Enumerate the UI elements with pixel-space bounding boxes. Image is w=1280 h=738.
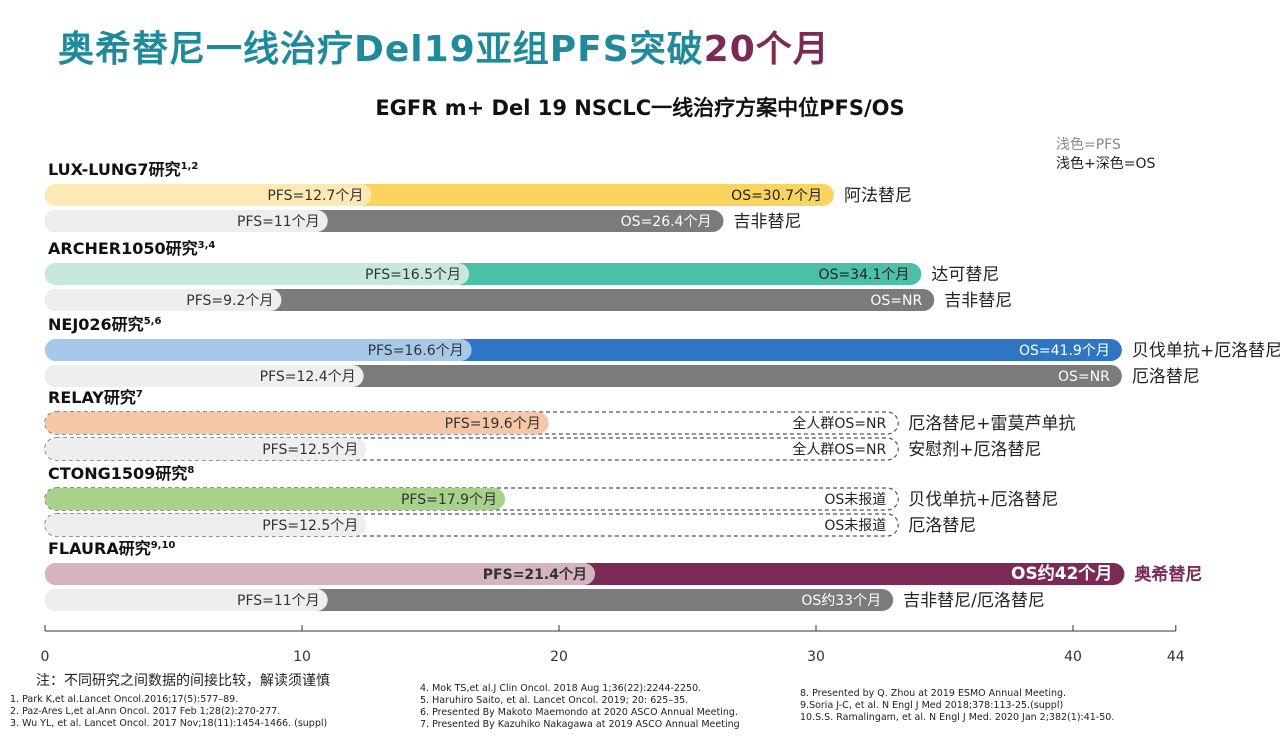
pfs-label: PFS=11个月 — [237, 593, 320, 609]
reference-item: 7. Presented By Kazuhiko Nakagawa at 201… — [420, 719, 740, 730]
x-tick-label: 10 — [293, 649, 311, 665]
reference-item: 3. Wu YL, et al. Lancet Oncol. 2017 Nov;… — [10, 718, 328, 729]
drug-label: 吉非替尼/厄洛替尼 — [903, 591, 1045, 611]
x-tick-label: 0 — [41, 649, 50, 665]
os-bar-outline — [44, 513, 899, 537]
pfs-label: PFS=12.4个月 — [260, 369, 356, 385]
reference-item: 5. Haruhiro Saito, et al. Lancet Oncol. … — [420, 695, 689, 706]
title-main: 奥希替尼一线治疗Del19亚组PFS突破 — [58, 29, 704, 70]
title-accent: 20个月 — [703, 29, 830, 70]
os-label: OS未报道 — [824, 492, 886, 508]
drug-label: 厄洛替尼+雷莫芦单抗 — [908, 414, 1075, 434]
os-label: OS=NR — [870, 293, 922, 309]
drug-label: 阿法替尼 — [844, 186, 912, 206]
drug-label: 厄洛替尼 — [1132, 367, 1200, 387]
chart-title: EGFR m+ Del 19 NSCLC一线治疗方案中位PFS/OS — [375, 96, 905, 120]
drug-label: 吉非替尼 — [733, 212, 801, 232]
reference-item: 6. Presented By Makoto Maemondo at 2020 … — [420, 707, 738, 718]
x-tick-label: 30 — [807, 649, 825, 665]
study-refs: 9,10 — [151, 540, 176, 551]
study-refs: 5,6 — [144, 316, 162, 327]
pfs-bar — [45, 339, 472, 361]
reference-item: 2. Paz-Ares L,et al.Ann Oncol. 2017 Feb … — [10, 706, 281, 717]
os-bar-outline — [44, 437, 899, 461]
pfs-label: PFS=19.6个月 — [445, 416, 541, 432]
references-col3: 8. Presented by Q. Zhou at 2019 ESMO Ann… — [800, 688, 1114, 724]
drug-label: 奥希替尼 — [1134, 564, 1202, 585]
reference-item: 1. Park K,et al.Lancet Oncol.2016;17(5):… — [10, 694, 239, 705]
study-label: ARCHER1050研究3,4 — [48, 239, 215, 258]
os-label: OS约33个月 — [801, 593, 881, 609]
pfs-bar — [45, 210, 328, 232]
references-col2: 4. Mok TS,et al.J Clin Oncol. 2018 Aug 1… — [420, 683, 740, 731]
study-label: LUX-LUNG7研究1,2 — [48, 160, 198, 179]
reference-item: 10.S.S. Ramalingam, et al. N Engl J Med.… — [800, 712, 1115, 723]
os-label: 全人群OS=NR — [792, 441, 886, 458]
legend-combined: 浅色+深色=OS — [1056, 156, 1156, 172]
study-refs: 3,4 — [198, 240, 216, 251]
reference-item: 9.Soria J-C, et al. N Engl J Med 2018;37… — [800, 700, 1064, 711]
drug-label: 达可替尼 — [931, 265, 999, 285]
pfs-bar — [45, 263, 470, 285]
os-label: 全人群OS=NR — [792, 415, 886, 432]
pfs-label: PFS=16.5个月 — [365, 267, 461, 283]
pfs-label: PFS=9.2个月 — [186, 293, 273, 309]
drug-label: 贝伐单抗+厄洛替尼 — [1132, 341, 1280, 361]
drug-label: 吉非替尼 — [944, 291, 1012, 311]
os-label: OS=41.9个月 — [1019, 343, 1110, 359]
legend-light: 浅色=PFS — [1056, 137, 1121, 153]
pfs-label: PFS=11个月 — [237, 214, 320, 230]
pfs-bar — [45, 563, 595, 585]
pfs-bar — [45, 412, 549, 434]
pfs-label: PFS=21.4个月 — [483, 566, 587, 583]
x-tick-label: 40 — [1064, 649, 1082, 665]
caution-note: 注：不同研究之间数据的间接比较，解读须谨慎 — [36, 673, 330, 689]
reference-item: 4. Mok TS,et al.J Clin Oncol. 2018 Aug 1… — [420, 683, 702, 694]
page-title: 奥希替尼一线治疗Del19亚组PFS突破20个月 — [58, 20, 830, 72]
chart-legend: 浅色=PFS 浅色+深色=OS — [1056, 136, 1155, 174]
os-label: OS=30.7个月 — [731, 188, 822, 204]
pfs-label: PFS=17.9个月 — [401, 492, 497, 508]
os-label: OS=NR — [1058, 369, 1110, 385]
os-label: OS未报道 — [824, 518, 886, 534]
pfs-bar — [45, 184, 372, 206]
pfs-bar — [45, 514, 367, 536]
pfs-label: PFS=16.6个月 — [368, 343, 464, 359]
study-label: NEJ026研究5,6 — [48, 315, 161, 334]
pfs-bar — [45, 365, 364, 387]
pfs-os-bar-chart: LUX-LUNG7研究1,2 PFS=12.7个月 OS=30.7个月 阿法替尼 PFS… — [41, 160, 1280, 665]
pfs-bar — [45, 488, 506, 510]
os-label: OS约42个月 — [1011, 563, 1112, 584]
x-tick-label: 20 — [550, 649, 568, 665]
pfs-label: PFS=12.5个月 — [262, 442, 358, 458]
references-col1: 1. Park K,et al.Lancet Oncol.2016;17(5):… — [10, 694, 327, 730]
study-refs: 7 — [136, 389, 143, 400]
study-label: FLAURA研究9,10 — [48, 539, 175, 558]
drug-label: 厄洛替尼 — [908, 516, 976, 536]
os-label: OS=26.4个月 — [621, 214, 712, 230]
pfs-bar — [45, 438, 367, 460]
study-refs: 8 — [187, 465, 194, 476]
x-tick-label: 44 — [1167, 649, 1185, 665]
pfs-bar — [45, 289, 282, 311]
study-refs: 1,2 — [181, 161, 199, 172]
reference-item: 8. Presented by Q. Zhou at 2019 ESMO Ann… — [800, 688, 1067, 699]
pfs-label: PFS=12.5个月 — [262, 518, 358, 534]
study-label: CTONG1509研究8 — [48, 464, 194, 483]
pfs-bar — [45, 589, 328, 611]
drug-label: 贝伐单抗+厄洛替尼 — [908, 490, 1058, 510]
pfs-label: PFS=12.7个月 — [267, 188, 363, 204]
drug-label: 安慰剂+厄洛替尼 — [908, 440, 1041, 460]
study-label: RELAY研究7 — [48, 388, 143, 407]
os-label: OS=34.1个月 — [819, 267, 910, 283]
